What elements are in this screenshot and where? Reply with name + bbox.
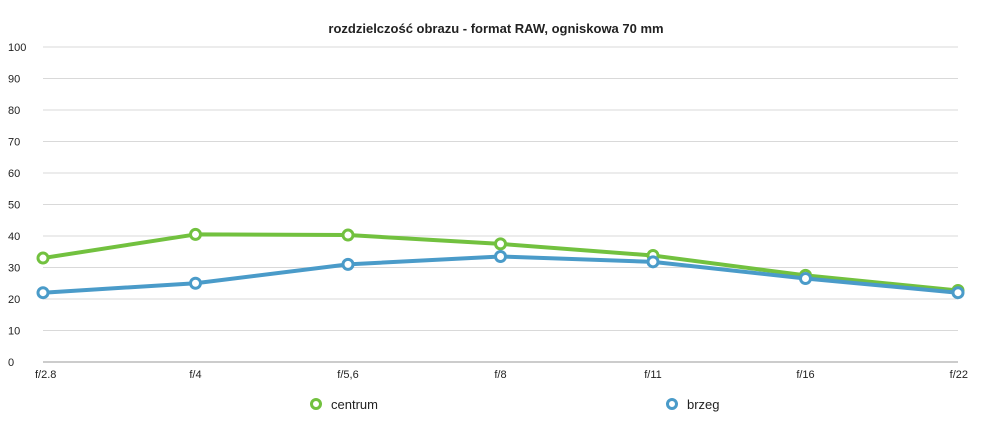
data-point (36, 251, 50, 265)
data-point (36, 286, 50, 300)
y-tick-label: 20 (8, 294, 20, 306)
legend-label: brzeg (687, 397, 720, 412)
series-brzeg (36, 249, 965, 300)
data-point (646, 255, 660, 269)
data-point (494, 237, 507, 251)
y-tick-label: 10 (8, 326, 20, 338)
y-axis-tick-labels: 0 10 20 30 40 50 60 70 80 90 100 (8, 42, 26, 369)
x-tick-label: f/2.8 (35, 369, 56, 381)
y-tick-label: 100 (8, 42, 26, 54)
data-point (494, 249, 507, 263)
legend-label: centrum (331, 397, 378, 412)
data-point (189, 276, 202, 290)
data-point (341, 257, 355, 271)
y-tick-label: 50 (8, 200, 20, 212)
y-tick-label: 80 (8, 105, 20, 117)
legend-marker (310, 398, 322, 410)
x-tick-label: f/8 (494, 369, 506, 381)
legend-marker (666, 398, 678, 410)
x-tick-label: f/16 (796, 369, 814, 381)
legend: centrum brzeg (310, 397, 720, 412)
y-tick-label: 0 (8, 357, 14, 369)
gridlines (43, 46, 958, 363)
y-tick-label: 60 (8, 168, 20, 180)
x-tick-label: f/5,6 (337, 369, 358, 381)
legend-item: brzeg (666, 397, 720, 412)
y-tick-label: 70 (8, 137, 20, 149)
data-point (341, 228, 355, 242)
data-point (951, 286, 965, 300)
data-point (799, 272, 812, 286)
y-tick-label: 30 (8, 263, 20, 275)
chart-title: rozdzielczość obrazu - format RAW, ognis… (328, 21, 663, 36)
x-tick-label: f/4 (189, 369, 201, 381)
data-series (36, 227, 965, 300)
x-axis-tick-labels: f/2.8 f/4 f/5,6 f/8 f/11 f/16 f/22 (35, 369, 968, 381)
x-tick-label: f/22 (950, 369, 968, 381)
data-point (189, 227, 202, 241)
y-tick-label: 40 (8, 231, 20, 243)
y-tick-label: 90 (8, 74, 20, 86)
legend-item: centrum (310, 397, 378, 412)
x-tick-label: f/11 (644, 369, 662, 381)
